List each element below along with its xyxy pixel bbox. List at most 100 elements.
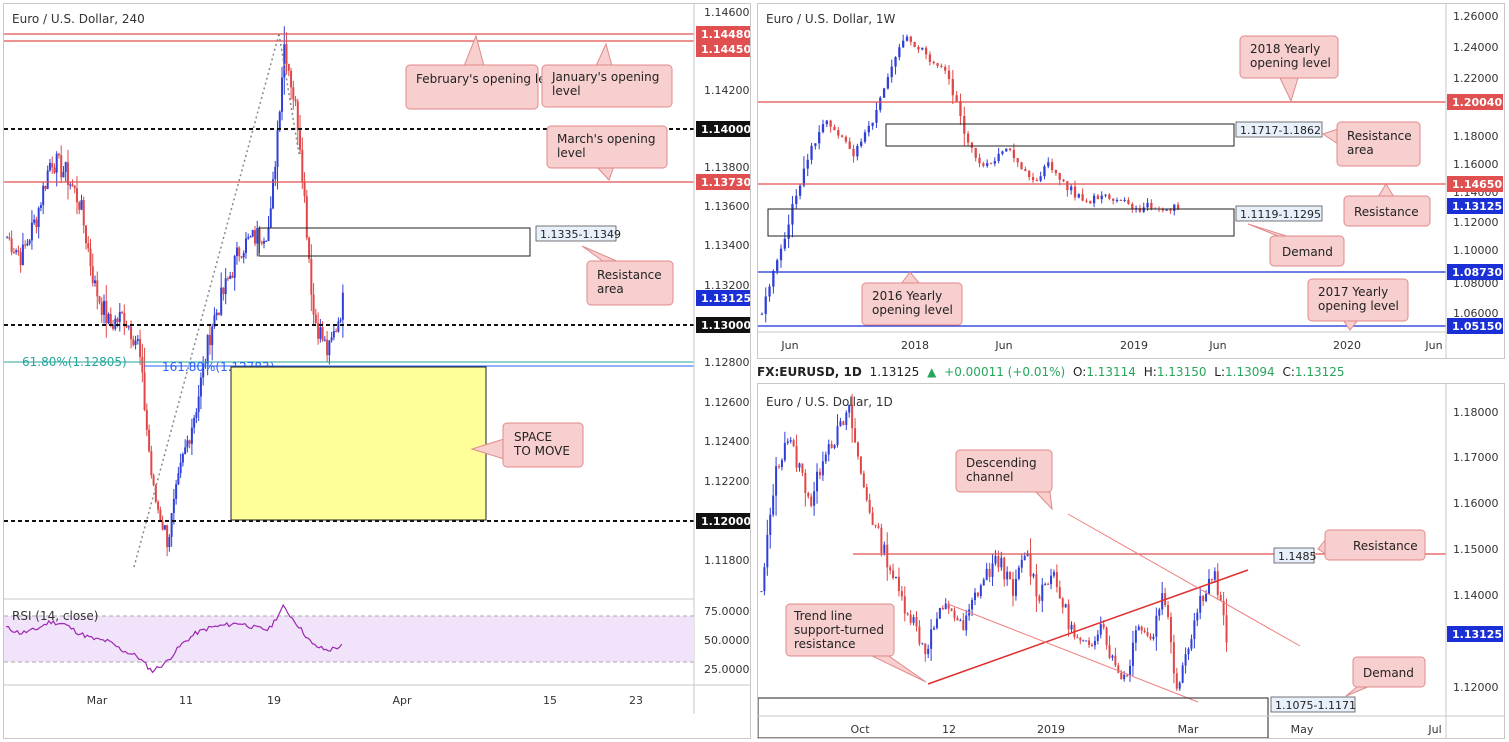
note-2016-yearly-text: 2016 Yearly opening level <box>872 289 953 317</box>
price-label: 1.20040 <box>1447 94 1503 110</box>
weekly-title: Euro / U.S. Dollar, 1W <box>766 12 896 26</box>
candle <box>308 236 311 263</box>
candle <box>852 144 855 163</box>
h4-y-ticks: 1.14600 1.14200 1.13800 1.13600 1.13400 1.132… <box>704 6 750 567</box>
candle <box>786 438 789 445</box>
candle <box>1146 627 1149 638</box>
candle <box>66 149 69 200</box>
candle <box>238 246 241 262</box>
candle <box>330 332 333 343</box>
candle <box>296 98 299 146</box>
candle <box>303 172 306 203</box>
candle <box>760 591 763 593</box>
candle <box>804 469 807 507</box>
candle <box>917 45 920 54</box>
note-january-opening-text: January's opening level <box>551 70 659 98</box>
candle <box>871 122 874 130</box>
price-label: 1.12000 <box>696 513 750 529</box>
x-tick-label: 2020 <box>1333 339 1361 352</box>
candle <box>848 404 851 418</box>
low-value: 1.13094 <box>1225 365 1275 379</box>
candle <box>844 135 848 144</box>
candle <box>1129 659 1132 682</box>
candle <box>1108 635 1111 660</box>
candle <box>141 343 144 383</box>
candle <box>854 418 857 443</box>
candle <box>1152 633 1155 641</box>
candle <box>267 216 270 242</box>
candle <box>1193 612 1196 649</box>
candle <box>877 523 880 529</box>
note-2017-yearly: 2017 Yearly opening level <box>1307 278 1409 331</box>
candle <box>121 310 124 315</box>
candle <box>12 248 15 254</box>
candle <box>962 612 965 631</box>
candle <box>123 304 126 336</box>
h4-price-labels: 1.14480 1.14450 1.14000 1.13730 1.13125 1.130… <box>696 26 750 529</box>
candle <box>1054 169 1058 176</box>
candle <box>1219 591 1222 601</box>
candle <box>1085 198 1088 203</box>
x-tick-label: 15 <box>543 694 557 707</box>
weekly-zone-label-box-1 <box>1235 121 1323 138</box>
note-daily-resistance-text: Resistance <box>1353 539 1418 553</box>
weekly-zone-label-box-2 <box>1235 205 1323 222</box>
weekly-chart[interactable]: 1.1717-1.1862 1.1119-1.1295 2018 Yearly o… <box>758 4 1504 358</box>
candle <box>880 523 883 557</box>
x-tick-label: 11 <box>179 694 193 707</box>
candle <box>1105 626 1108 650</box>
h4-chart-panel[interactable]: 61.80%(1.12805) 161.80%(1.12783) 1.1335-… <box>3 3 751 739</box>
candle <box>976 592 979 598</box>
rsi-ticks: 75.0000 50.0000 25.0000 <box>704 605 750 676</box>
candle <box>953 607 956 622</box>
note-weekly-demand-text: Demand <box>1282 245 1333 259</box>
candle <box>829 119 832 133</box>
price-label: 1.14480 <box>696 26 750 42</box>
x-tick-label: Jun <box>1424 339 1442 352</box>
candle <box>905 34 909 42</box>
candle <box>33 214 36 225</box>
note-weekly-demand: Demand <box>1247 223 1345 267</box>
candle <box>1035 563 1038 612</box>
candle <box>184 439 187 455</box>
candle <box>903 586 906 622</box>
h4-chart[interactable]: 61.80%(1.12805) 161.80%(1.12783) 1.1335-… <box>4 4 750 738</box>
x-tick-label: 2019 <box>1120 339 1148 352</box>
candle <box>935 612 938 630</box>
candle <box>824 451 827 464</box>
candle <box>242 250 245 264</box>
candle <box>263 237 266 249</box>
candle <box>283 26 286 95</box>
candle <box>132 335 135 347</box>
candle <box>19 247 22 273</box>
candle <box>1067 599 1070 637</box>
candle <box>898 43 901 61</box>
weekly-chart-panel[interactable]: 1.1717-1.1862 1.1119-1.1295 2018 Yearly o… <box>757 3 1505 359</box>
y-tick-label: 1.12400 <box>704 435 750 448</box>
note-march-opening: March's opening level <box>546 125 668 181</box>
daily-chart-panel[interactable]: 1.1075-1.1171 1.1485 Descending channel R… <box>757 383 1505 739</box>
candle <box>1050 568 1053 590</box>
candle <box>986 159 989 168</box>
candle <box>973 588 976 606</box>
candle <box>1055 564 1058 593</box>
y-tick-label: 1.15000 <box>1453 543 1499 556</box>
daily-zone-label-1: 1.1485 <box>1278 550 1317 563</box>
candle <box>24 240 27 249</box>
candle <box>107 312 110 325</box>
daily-demand-zone <box>758 697 1269 738</box>
candle <box>909 609 912 626</box>
candle <box>795 189 798 209</box>
candle <box>1142 202 1145 213</box>
candle <box>1115 197 1119 203</box>
candle <box>1070 183 1073 195</box>
candle <box>80 194 83 211</box>
y-tick-label: 1.24000 <box>1453 41 1499 54</box>
up-arrow-icon: ▲ <box>927 365 937 379</box>
candle <box>220 272 223 317</box>
candle <box>839 417 842 427</box>
candle <box>892 563 895 580</box>
candle <box>1131 630 1134 676</box>
daily-chart[interactable]: 1.1075-1.1171 1.1485 Descending channel R… <box>758 384 1504 738</box>
weekly-demand-zone <box>767 208 1235 237</box>
